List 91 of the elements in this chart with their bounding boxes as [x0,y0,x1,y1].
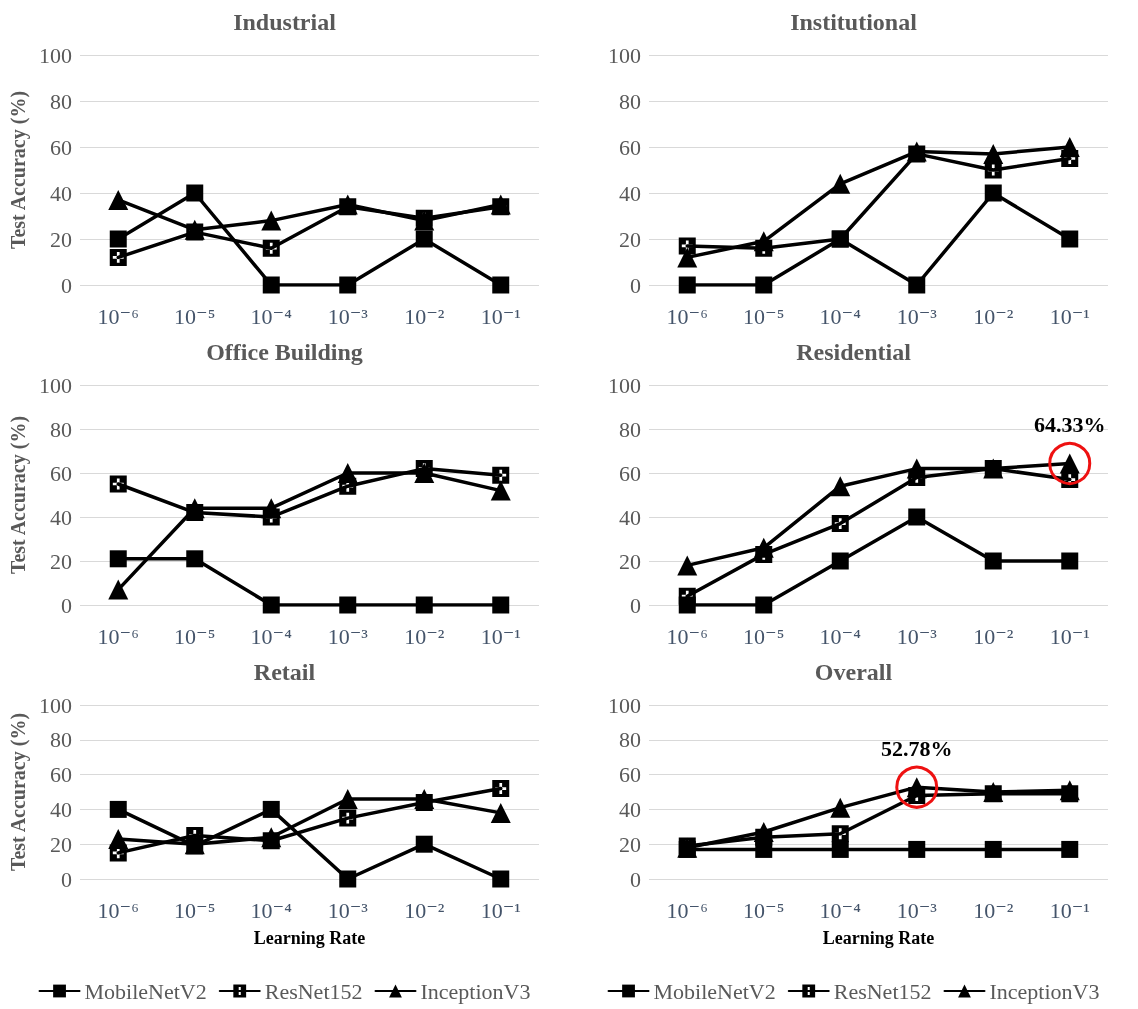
y-tick-label: 0 [61,866,72,892]
x-tick-label: 10⁻¹ [480,623,521,649]
y-tick-label: 100 [608,42,641,68]
x-tick-label: 10⁻⁵ [743,623,785,649]
x-tick-label: 10⁻⁵ [174,303,216,329]
y-tick-label: 20 [619,548,641,574]
y-axis-title: Test Accuracy (%) [7,90,30,250]
chart-title: Institutional [790,9,918,35]
annotation: 52.78% [881,736,953,762]
x-tick-label: 10⁻⁵ [743,897,785,923]
y-tick-label: 80 [50,416,72,442]
y-tick-label: 20 [50,226,72,252]
x-tick-label: 10⁻⁶ [666,303,708,329]
y-tick-label: 80 [619,416,641,442]
x-tick-label: 10⁻² [404,897,445,923]
x-tick-label: 10⁻⁶ [97,897,139,923]
y-tick-label: 0 [61,272,72,298]
y-tick-label: 80 [50,88,72,114]
x-tick-label: 10⁻³ [327,897,369,923]
y-tick-label: 60 [50,460,72,486]
y-tick-label: 80 [619,727,641,753]
x-tick-label: 10⁻¹ [480,897,521,923]
y-tick-label: 60 [50,134,72,160]
x-axis-title: Learning Rate [253,928,366,948]
x-tick-label: 10⁻⁶ [666,897,708,923]
y-tick-label: 20 [619,831,641,857]
x-tick-label: 10⁻² [973,303,1014,329]
x-tick-label: 10⁻² [973,623,1014,649]
x-tick-label: 10⁻³ [896,623,938,649]
x-tick-label: 10⁻⁵ [743,303,785,329]
legend-label: MobileNetV2 [653,978,776,1004]
x-tick-label: 10⁻¹ [1049,623,1090,649]
y-axis-title: Test Accuracy (%) [7,415,30,575]
x-tick-label: 10⁻⁵ [174,623,216,649]
x-tick-label: 10⁻³ [327,303,369,329]
chart-title: Residential [796,339,912,365]
y-tick-label: 100 [608,692,641,718]
y-axis-title: Test Accuracy (%) [7,712,30,872]
legend-label: InceptionV3 [989,978,1100,1004]
y-tick-label: 40 [50,180,72,206]
y-tick-label: 0 [630,866,641,892]
x-tick-label: 10⁻⁴ [250,623,293,649]
x-tick-label: 10⁻⁴ [819,623,862,649]
annotation: 64.33% [1034,412,1106,438]
chart-title: Industrial [233,9,337,35]
chart-title: Office Building [206,339,363,365]
legend-label: ResNet152 [264,978,363,1004]
x-tick-label: 10⁻⁶ [666,623,708,649]
x-tick-label: 10⁻² [973,897,1014,923]
y-tick-label: 0 [61,592,72,618]
x-tick-label: 10⁻³ [327,623,369,649]
y-tick-label: 40 [50,796,72,822]
x-tick-label: 10⁻¹ [1049,303,1090,329]
y-tick-label: 100 [608,372,641,398]
y-tick-label: 40 [619,180,641,206]
y-tick-label: 40 [50,504,72,530]
y-tick-label: 60 [50,762,72,788]
y-tick-label: 100 [39,372,72,398]
y-tick-label: 80 [619,88,641,114]
x-tick-label: 10⁻³ [896,303,938,329]
legend-label: MobileNetV2 [84,978,207,1004]
x-tick-label: 10⁻⁶ [97,623,139,649]
y-tick-label: 80 [50,727,72,753]
x-tick-label: 10⁻⁴ [250,897,293,923]
x-tick-label: 10⁻⁴ [250,303,293,329]
x-tick-label: 10⁻⁴ [819,303,862,329]
x-tick-label: 10⁻⁴ [819,897,862,923]
y-tick-label: 20 [50,831,72,857]
x-tick-label: 10⁻² [404,623,445,649]
legend-label: InceptionV3 [420,978,531,1004]
y-tick-label: 60 [619,134,641,160]
chart-title: Retail [253,659,316,685]
y-tick-label: 20 [50,548,72,574]
y-tick-label: 0 [630,592,641,618]
y-tick-label: 60 [619,762,641,788]
legend-label: ResNet152 [833,978,932,1004]
chart-title: Overall [814,659,893,685]
y-tick-label: 0 [630,272,641,298]
y-tick-label: 100 [39,42,72,68]
x-tick-label: 10⁻¹ [1049,897,1090,923]
y-tick-label: 20 [619,226,641,252]
x-tick-label: 10⁻⁵ [174,897,216,923]
x-tick-label: 10⁻⁶ [97,303,139,329]
x-tick-label: 10⁻² [404,303,445,329]
x-tick-label: 10⁻³ [896,897,938,923]
y-tick-label: 40 [619,796,641,822]
y-tick-label: 60 [619,460,641,486]
x-axis-title: Learning Rate [822,928,935,948]
y-tick-label: 100 [39,692,72,718]
x-tick-label: 10⁻¹ [480,303,521,329]
y-tick-label: 40 [619,504,641,530]
